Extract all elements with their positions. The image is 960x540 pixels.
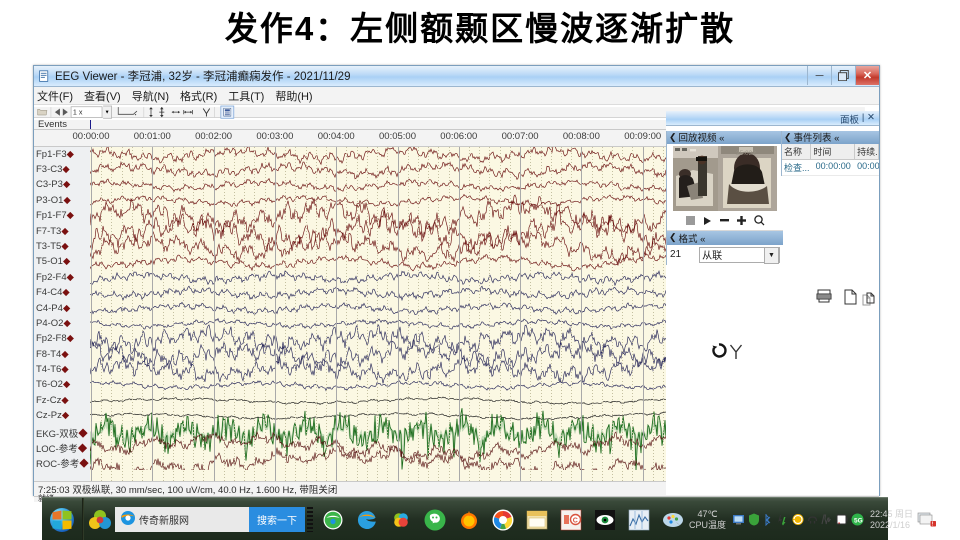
svg-text:25:022: 25:022 <box>736 150 756 157</box>
svg-text:C: C <box>573 517 578 524</box>
svg-text:5G: 5G <box>854 518 863 525</box>
